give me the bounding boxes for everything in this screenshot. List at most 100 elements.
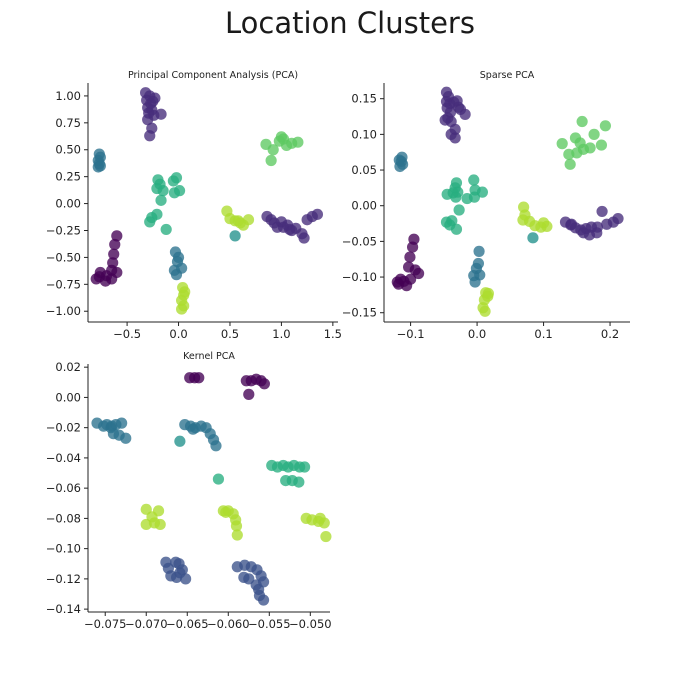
y-tick-label: 0.00 [55, 197, 81, 211]
x-tick-label: −0.070 [125, 617, 168, 631]
x-tick-label: −0.1 [397, 327, 425, 341]
x-tick-label: 1.0 [272, 327, 290, 341]
scatter-point [476, 186, 488, 198]
panel-title-pca: Principal Component Analysis (PCA) [128, 70, 298, 81]
scatter-point [482, 287, 494, 300]
scatter-point [556, 138, 568, 150]
scatter-point [537, 217, 550, 229]
scatter-point [229, 230, 241, 242]
scatter-point [298, 461, 311, 473]
y-tick-label: −0.12 [46, 572, 81, 586]
scatter-point [393, 154, 405, 166]
scatter-point [120, 432, 132, 444]
y-tick-label: −0.10 [46, 542, 81, 556]
scatter-point [92, 161, 104, 173]
y-tick-label: −0.25 [46, 223, 81, 237]
scatter-point [595, 139, 608, 151]
scatter-point [243, 388, 255, 400]
scatter-point [155, 194, 167, 206]
scatter-point [404, 251, 416, 263]
scatter-point [298, 232, 310, 244]
scatter-point [391, 276, 403, 288]
y-tick-label: −0.08 [46, 511, 81, 525]
scatter-point [231, 529, 243, 541]
scatter-point [212, 473, 225, 485]
scatter-point [220, 506, 232, 518]
scatter-point [179, 286, 191, 298]
scatter-point [292, 136, 304, 148]
y-tick-label: 0.05 [351, 163, 377, 177]
y-tick-label: 0.02 [55, 360, 81, 374]
scatter-point [271, 221, 283, 233]
scatter-point [168, 187, 181, 199]
y-tick-label: −0.02 [46, 421, 81, 435]
scatter-point [473, 245, 485, 257]
scatter-point [588, 128, 600, 140]
scatter-point [564, 158, 576, 170]
scatter-point [257, 576, 270, 588]
y-tick-label: 0.25 [55, 170, 81, 184]
scatter-point [599, 120, 612, 132]
y-tick-label: 0.00 [55, 390, 81, 404]
scatter-point [210, 440, 222, 452]
scatter-point [439, 114, 451, 126]
scatter-point [116, 417, 128, 429]
x-tick-label: −0.075 [84, 617, 127, 631]
x-tick-label: −0.050 [289, 617, 332, 631]
scatter-point [176, 262, 188, 274]
y-tick-label: −0.05 [342, 234, 377, 248]
scatter-point [584, 142, 596, 154]
scatter-point [232, 215, 244, 227]
scatter-point [106, 273, 118, 285]
x-tick-label: 0.2 [601, 327, 619, 341]
scatter-point [176, 303, 188, 315]
scatter-point [172, 251, 185, 264]
y-tick-label: −0.15 [342, 306, 377, 320]
scatter-point [238, 571, 250, 583]
panel-sparse-pca: Sparse PCA −0.1 0.0 0.1 0.2 0.15 0.10 0.05 0.00 −… [342, 70, 630, 341]
x-tick-label: −0.065 [166, 617, 209, 631]
scatter-point [144, 130, 156, 142]
scatter-point [527, 232, 539, 244]
scatter-point [461, 192, 473, 205]
y-tick-label: −0.50 [46, 250, 81, 264]
y-tick-label: 0.15 [351, 92, 377, 106]
x-tick-label: −0.060 [207, 617, 250, 631]
scatter-point [441, 188, 453, 200]
scatter-point [459, 108, 471, 120]
scatter-point [193, 372, 205, 384]
scatter-point [157, 185, 169, 197]
scatter-point [479, 305, 491, 317]
scatter-point [242, 214, 255, 226]
x-tick-label: 0.0 [169, 327, 187, 341]
scatter-point [265, 154, 277, 167]
scatter-point [144, 216, 156, 228]
x-tick-label: 0.0 [468, 327, 486, 341]
scatter-point [257, 594, 270, 606]
scatter-point [174, 435, 186, 447]
figure-title: Location Clusters [225, 6, 475, 40]
x-tick-label: 0.5 [221, 327, 239, 341]
scatter-point [446, 215, 458, 227]
scatter-point [293, 476, 305, 488]
scatter-point [576, 115, 588, 128]
panel-pca: Principal Component Analysis (PCA) −0.5 0.… [46, 70, 342, 341]
x-tick-label: 1.5 [324, 327, 342, 341]
y-tick-label: 0.00 [351, 199, 377, 213]
scatter-point [412, 267, 425, 280]
scatter-point [453, 204, 465, 216]
scatter-point [108, 248, 120, 260]
x-tick-label: −0.055 [248, 617, 291, 631]
scatter-point [155, 108, 167, 120]
y-tick-label: −1.00 [46, 304, 81, 318]
scatter-point [406, 241, 419, 253]
scatter-point [401, 280, 413, 292]
scatter-point [311, 208, 324, 220]
scatter-point [151, 208, 163, 220]
scatter-point [284, 223, 296, 236]
y-tick-label: 0.75 [55, 116, 81, 130]
y-tick-label: 1.00 [55, 89, 81, 103]
scatter-point [452, 186, 464, 198]
y-tick-label: −0.06 [46, 481, 81, 495]
